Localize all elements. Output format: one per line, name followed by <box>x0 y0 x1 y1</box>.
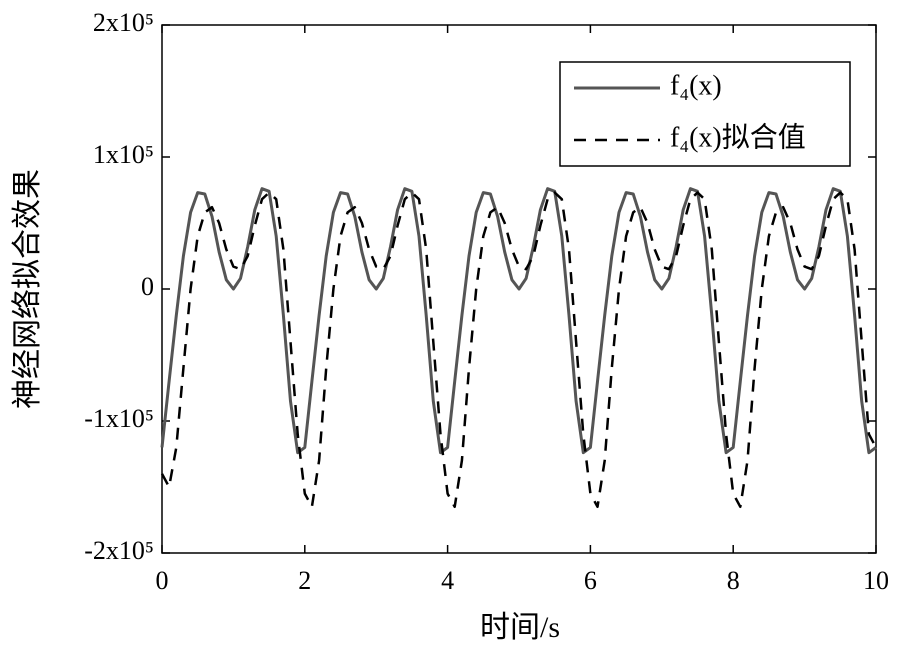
x-tick-label: 0 <box>156 566 169 595</box>
x-tick-label: 4 <box>441 566 454 595</box>
legend-label: f₄(x) <box>670 70 722 101</box>
x-tick-label: 2 <box>298 566 311 595</box>
y-tick-label: 1x10⁵ <box>93 140 154 169</box>
x-tick-label: 10 <box>863 566 889 595</box>
y-tick-label: 2x10⁵ <box>93 8 154 37</box>
x-axis-label: 时间/s <box>480 611 560 644</box>
y-tick-label: -1x10⁵ <box>84 404 154 433</box>
x-tick-label: 6 <box>584 566 597 595</box>
series-line <box>160 191 878 509</box>
y-axis-label: 神经网络拟合效果 <box>11 169 44 409</box>
legend-label: f₄(x)拟合值 <box>670 121 806 153</box>
legend-box <box>559 61 851 167</box>
x-tick-label: 8 <box>727 566 740 595</box>
y-tick-label: 0 <box>141 272 154 301</box>
series-line <box>160 187 877 455</box>
y-tick-label: -2x10⁵ <box>84 536 154 565</box>
